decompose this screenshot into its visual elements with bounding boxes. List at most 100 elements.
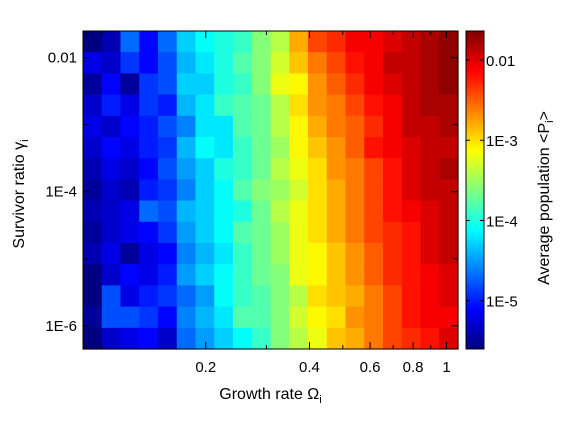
heatmap-cell	[270, 31, 290, 53]
heatmap-cell	[120, 179, 140, 202]
heatmap-cell	[251, 179, 272, 202]
heatmap-cell	[270, 179, 290, 202]
heatmap-cell	[345, 327, 365, 350]
heatmap-cell	[383, 179, 403, 202]
heatmap-cell	[120, 243, 140, 265]
heatmap-cell	[289, 327, 309, 350]
heatmap-cell	[195, 31, 215, 53]
heatmap-cell	[383, 200, 403, 223]
heatmap-cell	[289, 306, 309, 329]
heatmap-cell	[270, 94, 290, 117]
heatmap-cell	[251, 158, 272, 180]
heatmap-cell	[139, 285, 159, 308]
heatmap-cell	[214, 158, 234, 180]
heatmap-cell	[176, 31, 197, 53]
heatmap-cell	[251, 306, 272, 329]
heatmap-cell	[401, 73, 422, 96]
heatmap-cell	[214, 115, 234, 138]
heatmap-cell	[176, 327, 197, 350]
heatmap-cell	[195, 115, 215, 138]
heatmap-cell	[214, 179, 234, 202]
heatmap-cell	[176, 73, 197, 96]
heatmap-cell	[345, 200, 365, 223]
heatmap-cell	[139, 137, 159, 159]
heatmap-cell	[120, 327, 140, 350]
heatmap-cell	[101, 137, 122, 159]
heatmap-cell	[195, 73, 215, 96]
heatmap-cell	[195, 94, 215, 117]
heatmap-cell	[83, 158, 103, 180]
heatmap-cell	[233, 158, 253, 180]
colorbar-tick-label: 1E-4	[486, 213, 518, 230]
heatmap-cell	[420, 221, 440, 244]
y-tick-label: 0.01	[48, 50, 77, 67]
heatmap-cell	[308, 221, 328, 244]
heatmap-cell	[251, 221, 272, 244]
heatmap-cell	[120, 94, 140, 117]
heatmap-cell	[251, 200, 272, 223]
heatmap-cell	[251, 285, 272, 308]
heatmap-cell	[270, 264, 290, 286]
heatmap-cell	[345, 221, 365, 244]
y-tick-label: 1E-6	[45, 318, 77, 335]
heatmap-cell	[439, 264, 459, 286]
heatmap-cell	[83, 52, 103, 74]
heatmap-cell	[401, 31, 422, 53]
heatmap-cell	[326, 179, 347, 202]
heatmap-cell	[120, 52, 140, 74]
heatmap-cell	[251, 327, 272, 350]
heatmap-cell	[139, 158, 159, 180]
heatmap-cell	[233, 179, 253, 202]
heatmap-cell	[420, 158, 440, 180]
heatmap-cell	[289, 221, 309, 244]
heatmap-cell	[364, 115, 384, 138]
heatmap-cell	[326, 158, 347, 180]
y-axis-label-subscript: i	[19, 139, 31, 141]
heatmap-cell	[308, 73, 328, 96]
heatmap-cell	[101, 285, 122, 308]
heatmap-cell	[176, 158, 197, 180]
x-axis-label-main: Growth rate Ω	[219, 386, 319, 403]
heatmap-cell	[308, 179, 328, 202]
heatmap-cell	[158, 158, 178, 180]
heatmap-cell	[326, 285, 347, 308]
heatmap-cell	[251, 137, 272, 159]
heatmap-cell	[270, 115, 290, 138]
heatmap-cell	[308, 94, 328, 117]
heatmap-cell	[345, 137, 365, 159]
heatmap-cell	[420, 264, 440, 286]
heatmap-cell	[383, 264, 403, 286]
heatmap-cell	[383, 158, 403, 180]
heatmap-cell	[233, 94, 253, 117]
heatmap-cell	[195, 137, 215, 159]
heatmap-cell	[308, 52, 328, 74]
heatmap-cell	[289, 94, 309, 117]
colorbar-label-subscript: i	[544, 120, 556, 122]
heatmap-cell	[83, 31, 103, 53]
heatmap-cell	[214, 327, 234, 350]
heatmap-cell	[101, 264, 122, 286]
heatmap-cell	[120, 200, 140, 223]
heatmap-cell	[420, 306, 440, 329]
heatmap-cell	[326, 327, 347, 350]
plot-frame	[82, 30, 459, 350]
heatmap-cell	[289, 179, 309, 202]
heatmap-cell	[83, 73, 103, 96]
heatmap-cell	[101, 200, 122, 223]
heatmap-cell	[289, 285, 309, 308]
heatmap-cell	[326, 264, 347, 286]
heatmap-cell	[214, 243, 234, 265]
heatmap-cell	[83, 179, 103, 202]
heatmap-cell	[345, 94, 365, 117]
heatmap-cell	[251, 52, 272, 74]
heatmap-cell	[158, 94, 178, 117]
x-axis-label: Growth rate Ωi	[219, 386, 321, 406]
heatmap-cell	[195, 221, 215, 244]
heatmap-cell	[251, 115, 272, 138]
colorbar-label: Average population <Pi>	[536, 111, 556, 285]
heatmap-cell	[233, 221, 253, 244]
heatmap-cell	[439, 200, 459, 223]
heatmap-cell	[439, 221, 459, 244]
heatmap-cell	[439, 327, 459, 350]
